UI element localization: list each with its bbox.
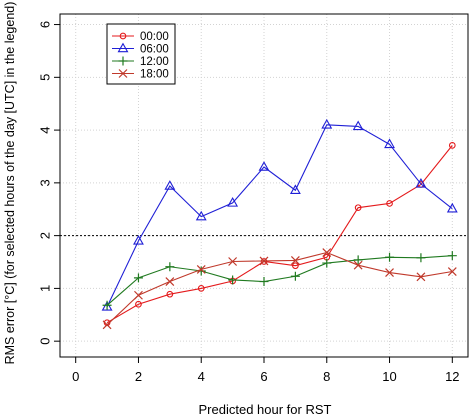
data-point [353, 260, 363, 270]
series-12:00 [102, 251, 457, 310]
data-point [197, 285, 205, 292]
data-point [133, 234, 144, 245]
data-point [258, 161, 270, 171]
data-point [322, 258, 332, 268]
data-point [196, 264, 206, 274]
x-tick-label: 2 [135, 369, 142, 384]
data-point [290, 256, 300, 265]
y-tick-label: 0 [38, 338, 53, 345]
data-point [165, 277, 175, 286]
legend-marker [118, 69, 128, 78]
series-group [101, 118, 458, 330]
y-tick-label: 4 [38, 126, 53, 133]
data-point [290, 271, 300, 281]
data-point [447, 267, 457, 276]
series-line [106, 255, 453, 306]
y-tick-label: 5 [38, 74, 53, 81]
y-tick-label: 6 [38, 21, 53, 28]
data-point [102, 320, 112, 330]
data-point [133, 273, 143, 283]
data-point [259, 256, 269, 266]
legend-marker [119, 32, 127, 40]
legend-label: 06:00 [140, 44, 169, 56]
y-tick-label: 1 [38, 285, 53, 292]
x-tick-label: 6 [260, 369, 267, 384]
data-point [384, 138, 395, 149]
x-tick-label: 10 [382, 369, 396, 384]
data-point [352, 120, 364, 131]
data-point [228, 275, 238, 285]
data-point [385, 252, 395, 262]
data-point [134, 290, 143, 300]
y-tick-label: 3 [38, 179, 53, 186]
legend-item: 06:00 [112, 42, 169, 56]
x-tick-label: 8 [323, 369, 330, 384]
series-18:00 [102, 248, 457, 330]
data-point [448, 142, 456, 149]
y-axis: 0 1 2 3 4 5 6 [38, 21, 60, 345]
data-point [385, 268, 394, 277]
data-point [386, 200, 393, 207]
legend-label: 18:00 [140, 69, 169, 81]
data-point [164, 180, 176, 190]
data-point [447, 251, 457, 261]
data-point [227, 196, 239, 207]
data-point [415, 177, 427, 188]
data-point [322, 248, 332, 257]
legend-marker [118, 56, 128, 66]
series-line [106, 124, 453, 308]
data-point [135, 300, 142, 308]
x-tick-label: 0 [72, 369, 79, 384]
data-point [289, 184, 301, 194]
legend-item: 00:00 [112, 31, 169, 43]
data-point [353, 255, 363, 265]
data-point [259, 277, 269, 287]
y-axis-label: RMS error [°C] (for selected hours of th… [3, 2, 17, 365]
data-point [102, 300, 112, 310]
data-point [166, 290, 174, 298]
data-point [354, 204, 362, 212]
series-00:00 [103, 142, 456, 327]
x-axis-label: Predicted hour for RST [199, 402, 332, 417]
data-point [292, 262, 299, 270]
data-point [195, 210, 207, 221]
series-06:00 [101, 118, 458, 311]
data-point [321, 118, 333, 129]
x-tick-label: 12 [445, 369, 459, 384]
series-line [106, 251, 453, 326]
data-point [165, 262, 175, 272]
data-point [228, 257, 238, 266]
legend-marker [117, 42, 129, 53]
data-point [446, 202, 458, 213]
x-axis: 0 2 4 6 8 10 12 [72, 357, 460, 384]
x-tick-label: 4 [198, 369, 205, 384]
legend-item: 18:00 [112, 69, 169, 81]
legend-label: 12:00 [140, 56, 169, 68]
series-line [106, 145, 453, 324]
data-point [416, 272, 426, 282]
data-point [101, 300, 113, 311]
legend-item: 12:00 [112, 56, 169, 68]
y-tick-label: 2 [38, 232, 53, 239]
legend-label: 00:00 [140, 31, 169, 43]
data-point [416, 253, 426, 263]
